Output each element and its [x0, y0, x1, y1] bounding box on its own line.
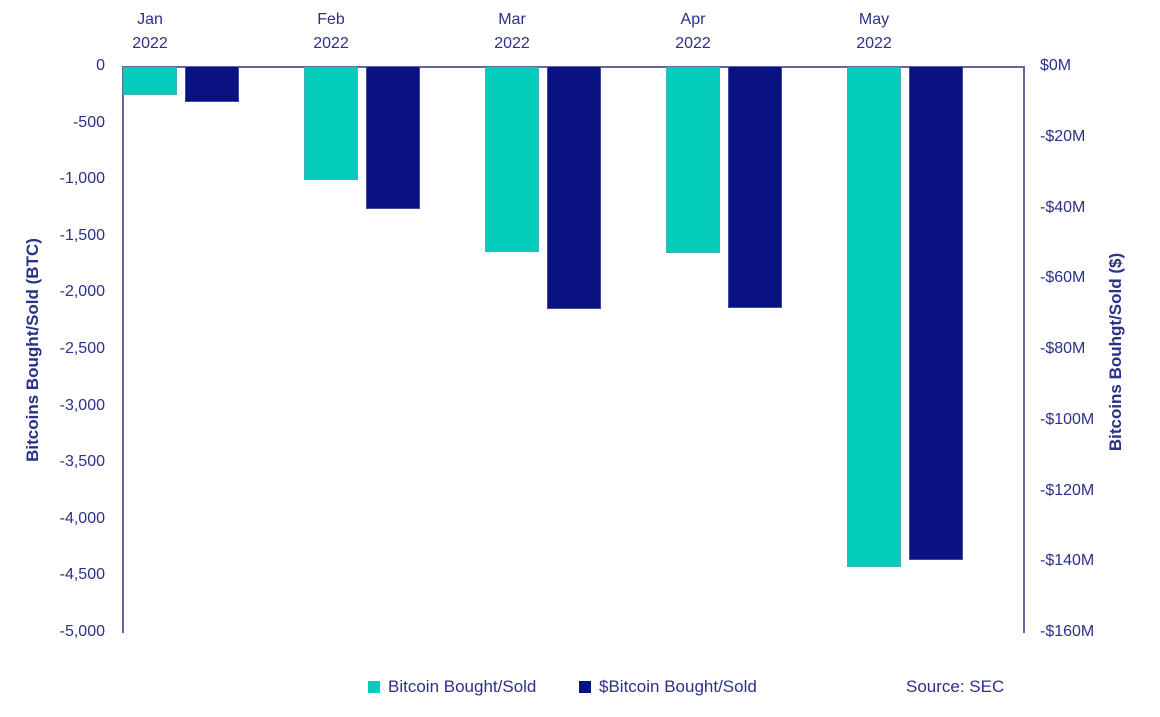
right-y-tick-label: -$100M: [1040, 411, 1095, 428]
x-tick-label: Apr 2022: [675, 11, 711, 52]
right-y-tick-label: -$120M: [1040, 482, 1095, 499]
bar-usd-mar: [547, 67, 601, 309]
x-tick-label: May 2022: [856, 11, 892, 52]
bar-usd-jan: [185, 67, 239, 102]
bar-btc-feb: [304, 67, 358, 180]
right-y-tick-label: -$20M: [1040, 128, 1086, 145]
left-y-tick-label: -2,000: [59, 283, 105, 300]
bar-usd-feb: [366, 67, 420, 209]
left-y-tick-label: -1,000: [59, 170, 105, 187]
x-tick-label: Feb 2022: [313, 11, 349, 52]
left-y-tick-label: 0: [96, 57, 105, 74]
left-y-tick-label: -3,500: [59, 453, 105, 470]
right-y-tick-label: -$40M: [1040, 199, 1086, 216]
bar-usd-may: [909, 67, 963, 560]
legend-item-btc: Bitcoin Bought/Sold: [368, 677, 537, 696]
source-label: Source: SEC: [906, 677, 1005, 696]
left-y-tick-label: -4,000: [59, 510, 105, 527]
left-y-tick-label: -4,500: [59, 566, 105, 583]
x-tick-label: Mar 2022: [494, 11, 530, 52]
legend-swatch-navy-icon: [579, 681, 591, 693]
left-y-tick-label: -3,000: [59, 397, 105, 414]
legend-item-usd: $Bitcoin Bought/Sold: [579, 677, 757, 696]
right-y-tick-label: $0M: [1040, 57, 1072, 74]
right-y-tick-label: -$80M: [1040, 340, 1086, 357]
left-y-tick-label: -500: [72, 114, 105, 131]
right-y-tick-label: -$160M: [1040, 623, 1095, 640]
left-axis-title: Bitcoins Bought/Sold (BTC): [23, 238, 42, 462]
left-y-tick-label: -2,500: [59, 340, 105, 357]
x-tick-label: Jan 2022: [132, 11, 168, 52]
bar-btc-may: [847, 67, 901, 567]
right-axis-title: Bitcoins Bouhgt/Sold ($): [1106, 252, 1125, 452]
bar-btc-apr: [666, 67, 720, 253]
left-y-tick-label: -5,000: [59, 623, 105, 640]
legend-swatch-teal-icon: [368, 681, 380, 693]
bar-btc-mar: [485, 67, 539, 252]
right-y-tick-label: -$140M: [1040, 552, 1095, 569]
legend-label-usd: $Bitcoin Bought/Sold: [599, 677, 757, 696]
legend-label-btc: Bitcoin Bought/Sold: [388, 677, 537, 696]
left-y-tick-label: -1,500: [59, 227, 105, 244]
bar-usd-apr: [728, 67, 782, 308]
bar-btc-jan: [123, 67, 177, 95]
right-y-tick-label: -$60M: [1040, 269, 1086, 286]
